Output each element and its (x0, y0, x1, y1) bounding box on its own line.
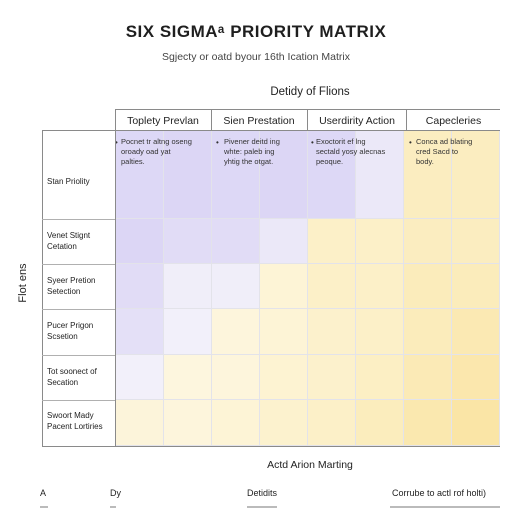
matrix-cell (260, 131, 308, 219)
footer-fragment (390, 506, 500, 508)
column-note-4: Conca ad blating cred Sacd to body. (416, 137, 473, 166)
footer-item-3: Detidits (247, 488, 278, 498)
matrix-cell (404, 355, 452, 400)
column-header-4: Capecleries (425, 115, 482, 127)
row-label-1: Stan Priolity (47, 177, 90, 186)
matrix-cell (404, 400, 452, 446)
footer-fragment (247, 506, 277, 508)
column-header-3: Userdirity Action (319, 115, 395, 127)
column-note-1: Pocnet tr altng oseng oroady oad yat pal… (121, 137, 192, 166)
matrix-cell (164, 131, 212, 219)
header-divider (307, 109, 308, 130)
matrix-title: SIX SIGMAᵃ PRIORITY MATRIX (125, 22, 387, 41)
matrix-cell (116, 355, 164, 400)
matrix-cell (308, 309, 356, 355)
grid-bottom-rule (42, 446, 500, 447)
matrix-cell (308, 355, 356, 400)
column-note-2: Pivener deitd ing whte: paleb ing yhtig … (224, 137, 280, 166)
matrix-cell (260, 355, 308, 400)
row-label-2: Venet Stignt Cetation (47, 231, 91, 251)
footer-fragment (40, 506, 48, 508)
matrix-cell (260, 400, 308, 446)
matrix-cell (116, 400, 164, 446)
matrix-cell (356, 264, 404, 309)
matrix-cell (404, 309, 452, 355)
row-label-6: Swoort Mady Pacent Lortiries (47, 411, 103, 431)
matrix-cell (260, 309, 308, 355)
matrix-cell (164, 219, 212, 264)
row-divider (42, 309, 115, 310)
row-divider (42, 264, 115, 265)
row-divider (42, 400, 115, 401)
row-label-4: Pucer Prigon Scsetion (47, 321, 94, 341)
note-bullet: • (216, 138, 219, 147)
matrix-cell (452, 219, 500, 264)
matrix-cell (404, 131, 452, 219)
top-axis-label: Detidy of Flions (270, 86, 350, 98)
matrix-cell (404, 264, 452, 309)
row-divider (42, 219, 115, 220)
header-bottom-rule (42, 130, 500, 131)
matrix-cell (212, 355, 260, 400)
matrix-cell (260, 219, 308, 264)
matrix-cell (164, 355, 212, 400)
matrix-cell (308, 219, 356, 264)
footer-fragment (110, 506, 116, 508)
header-divider (211, 109, 212, 130)
matrix-cell (308, 264, 356, 309)
matrix-cell (452, 400, 500, 446)
matrix-cell (404, 219, 452, 264)
note-bullet: • (115, 138, 118, 147)
matrix-subtitle: Sgjecty or oatd byour 16th Ication Matri… (162, 51, 350, 63)
matrix-cell (164, 309, 212, 355)
matrix-cell (260, 264, 308, 309)
row-label-5: Tot soonect of Secation (47, 367, 97, 387)
matrix-cell (452, 264, 500, 309)
row-label-3: Syeer Pretion Setection (47, 276, 96, 296)
label-divider-rule (115, 109, 116, 446)
matrix-cell (212, 264, 260, 309)
matrix-cell (356, 131, 404, 219)
matrix-cell (212, 309, 260, 355)
side-axis-label: Flot ens (17, 263, 29, 303)
matrix-cell (116, 131, 164, 219)
matrix-cell (356, 219, 404, 264)
matrix-cell (452, 309, 500, 355)
row-divider (42, 355, 115, 356)
note-bullet: • (311, 138, 314, 147)
footer-item-1: A (40, 488, 47, 498)
matrix-cell (116, 309, 164, 355)
matrix-cell (356, 355, 404, 400)
column-header-2: Sien Prestation (223, 115, 295, 127)
matrix-cell (452, 131, 500, 219)
matrix-cell (116, 264, 164, 309)
matrix-cell (212, 400, 260, 446)
matrix-cell (452, 355, 500, 400)
matrix-cell (164, 400, 212, 446)
matrix-cell (164, 264, 212, 309)
column-note-3: Exoctorit ef lng sectald yosy alecnas pe… (316, 137, 386, 166)
column-header-1: Toplety Prevlan (127, 115, 199, 127)
matrix-cell (212, 131, 260, 219)
matrix-cell (212, 219, 260, 264)
matrix-cell (308, 131, 356, 219)
footer-item-2: Dy (110, 488, 121, 498)
matrix-cell (356, 309, 404, 355)
footer-item-4: Corrube to actl rof holti) (392, 488, 487, 498)
matrix-cell (116, 219, 164, 264)
note-bullet: • (409, 138, 412, 147)
bottom-label: Actd Arion Marting (267, 459, 353, 471)
matrix-cell (308, 400, 356, 446)
matrix-cell (356, 400, 404, 446)
grid-left-rule (42, 130, 43, 446)
header-top-rule (116, 109, 500, 110)
header-divider (406, 109, 407, 130)
